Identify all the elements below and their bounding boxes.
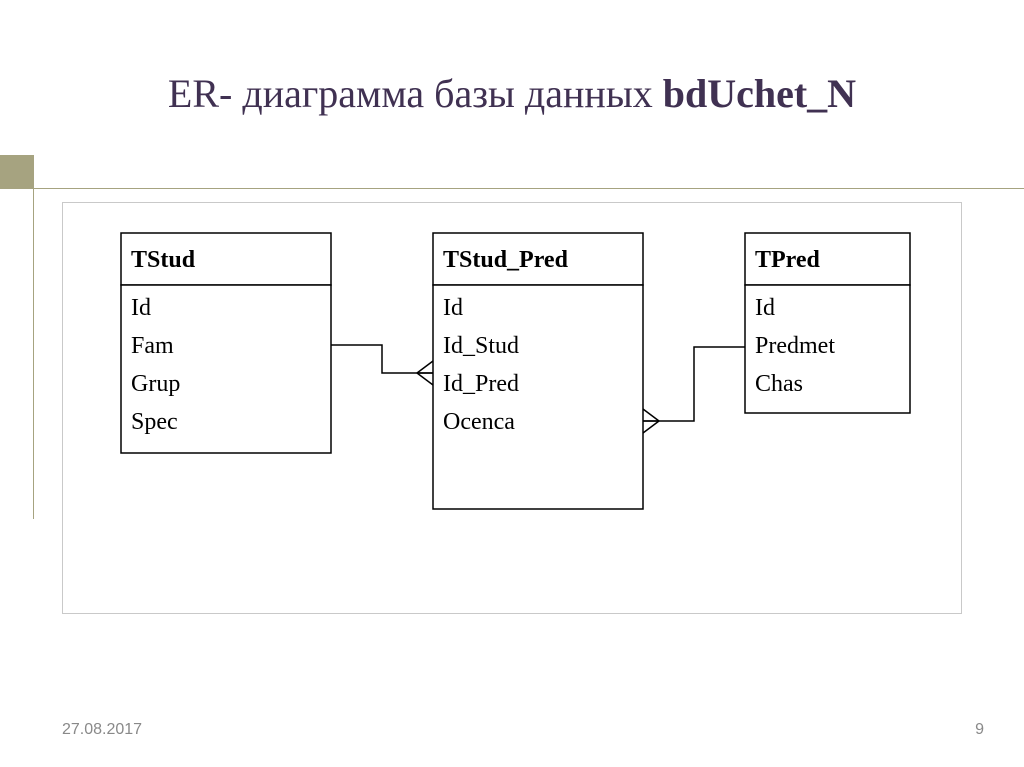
table-field: Id_Stud (443, 333, 519, 359)
tables-layer: TStud Id Fam Grup Spec TStud_Pred Id Id_Stud Id_… (121, 233, 910, 509)
table-field: Id (755, 295, 775, 321)
table-t1: TStud Id Fam Grup Spec (121, 233, 331, 453)
decor-line-vertical (33, 189, 34, 519)
table-field: Fam (131, 333, 174, 359)
page-title: ER- диаграмма базы данных bdUchet_N (0, 70, 1024, 117)
table-field: Ocenca (443, 409, 515, 435)
table-field: Predmet (755, 333, 835, 359)
table-header-t3: TPred (755, 247, 821, 273)
decor-line-horizontal (34, 188, 1024, 189)
table-field: Spec (131, 409, 178, 435)
diagram-frame: TStud Id Fam Grup Spec TStud_Pred Id Id_Stud Id_… (62, 202, 962, 614)
er-diagram-svg: TStud Id Fam Grup Spec TStud_Pred Id Id_Stud Id_… (63, 203, 961, 613)
title-bold: bdUchet_N (663, 71, 856, 116)
table-field: Id (443, 295, 463, 321)
table-t2: TStud_Pred Id Id_Stud Id_Pred Ocenca (433, 233, 643, 509)
footer-date: 27.08.2017 (62, 721, 142, 739)
table-field: Id_Pred (443, 371, 519, 397)
table-field: Chas (755, 371, 803, 397)
edge-0 (331, 345, 433, 385)
slide: ER- диаграмма базы данных bdUchet_N TStu… (0, 0, 1024, 767)
table-field: Id (131, 295, 151, 321)
table-header-t1: TStud (131, 247, 196, 273)
footer-page-number: 9 (975, 721, 984, 739)
edge-1 (643, 347, 745, 433)
title-prefix: ER- диаграмма базы данных (168, 71, 663, 116)
decor-square (0, 155, 34, 189)
table-header-t2: TStud_Pred (443, 247, 569, 273)
table-field: Grup (131, 371, 180, 397)
table-t3: TPred Id Predmet Chas (745, 233, 910, 413)
